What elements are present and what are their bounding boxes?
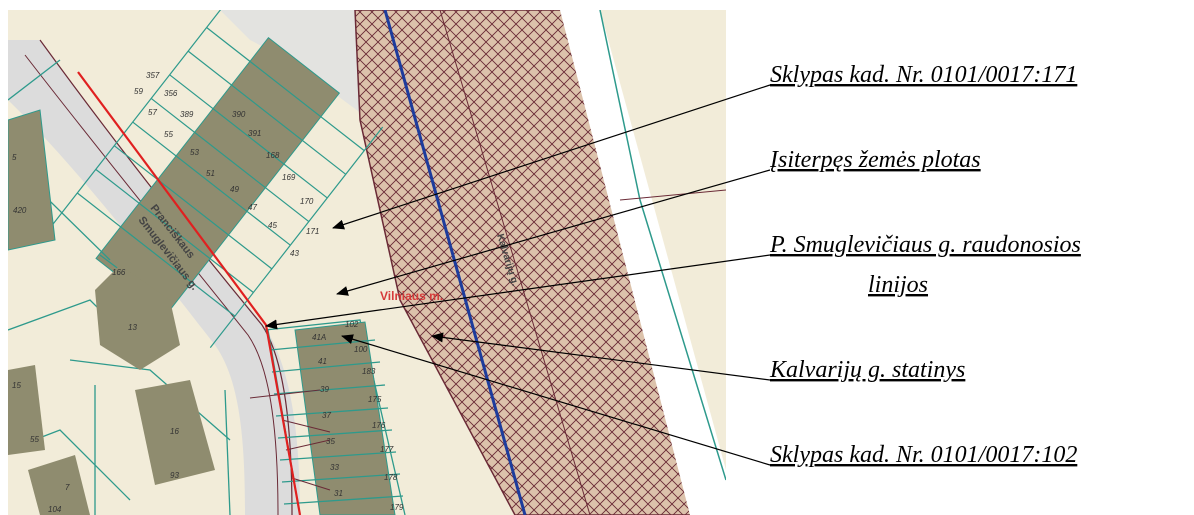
- map-label: 13: [128, 323, 137, 332]
- parcel-number-label: 169: [282, 173, 296, 182]
- building: [28, 455, 90, 515]
- callout-red-lines-2: linijos: [868, 272, 928, 298]
- arrow-interposed-area: [336, 169, 771, 296]
- map-label: 5: [12, 153, 17, 162]
- street-road: [8, 40, 300, 515]
- parcel-number-label: 390: [232, 110, 246, 119]
- parcel-number-label: 53: [190, 148, 199, 157]
- parcel-number-label: 183: [362, 367, 376, 376]
- parcel-number-label: 49: [230, 185, 239, 194]
- building: [95, 265, 180, 370]
- parcel-number-label: 179: [390, 503, 404, 512]
- parcel-number-label: 175: [368, 395, 382, 404]
- callout-interposed-area: Įsiterpęs žemės plotas: [769, 147, 981, 173]
- parcel-number-label: 37: [322, 411, 331, 420]
- lower-parcel-block: [249, 321, 404, 515]
- callout-kalvariju-structure: Kalvarijų g. statinys: [769, 357, 965, 383]
- arrow-red-lines: [265, 254, 771, 330]
- parcel-number-label: 178: [384, 473, 398, 482]
- map-label: 93: [170, 471, 179, 480]
- parcel-number-label: 57: [148, 108, 157, 117]
- upper-parcel-labels: 357 356 389 390 391 168 169 170 171 59 57 55 53 51 49 4…: [134, 71, 319, 258]
- parcel-number-label: 43: [290, 249, 299, 258]
- map-label: 16: [170, 427, 179, 436]
- parcel-number-label: 171: [306, 227, 319, 236]
- road-line: [39, 39, 293, 515]
- parcel-number-label: 35: [326, 437, 335, 446]
- parcel-number-label: 51: [206, 169, 215, 178]
- callout-parcel-102: Sklypas kad. Nr. 0101/0017:102: [770, 442, 1077, 468]
- parcel-number-label: 357: [146, 71, 160, 80]
- parcel-number-label: 170: [300, 197, 314, 206]
- parcel-boundary: [619, 189, 726, 201]
- parcel-number-label: 59: [134, 87, 143, 96]
- arrow-parcel-171: [332, 84, 771, 230]
- parcel-number-label: 102: [345, 320, 359, 329]
- parcel-number-label: 100: [354, 345, 368, 354]
- callout-parcel-171: Sklypas kad. Nr. 0101/0017:171: [770, 62, 1077, 88]
- city-label: Vilniaus m.: [380, 289, 443, 303]
- parcel-number-label: 41: [318, 357, 327, 366]
- callout-red-lines-1: P. Smuglevičiaus g. raudonosios: [769, 232, 1081, 258]
- map-label: 15: [12, 381, 21, 390]
- map-label: 166: [112, 268, 126, 277]
- kalvariju-structure-hatch: [354, 10, 721, 515]
- parcel-number-label: 39: [320, 385, 329, 394]
- parcel-number-label: 33: [330, 463, 339, 472]
- parcel-number-label: 55: [164, 130, 173, 139]
- parcel-number-label: 47: [248, 203, 257, 212]
- map-label: 104: [48, 505, 62, 514]
- other-labels: 420 166 13 16 93 55 7 104 5 15: [12, 153, 179, 514]
- arrow-kalvariju-structure: [431, 332, 771, 381]
- map-label: 420: [13, 206, 27, 215]
- parcel-number-label: 389: [180, 110, 194, 119]
- arrow-parcel-102: [341, 334, 771, 466]
- parcel-number-label: 168: [266, 151, 280, 160]
- building: [8, 365, 45, 455]
- lower-parcel-labels: 102 100 183 175 176 177 178 179 41A 41 39 37 35 33 31: [312, 320, 404, 512]
- building: [8, 109, 56, 251]
- parcel-number-label: 356: [164, 89, 178, 98]
- kalvariju-axis-line: [383, 10, 527, 515]
- parcel-number-label: 176: [372, 421, 386, 430]
- parcel-number-label: 45: [268, 221, 277, 230]
- kalvariju-road: [560, 10, 726, 515]
- callout-arrows: [265, 84, 771, 466]
- kalvariju-center-line: [439, 10, 591, 515]
- map-label: 55: [30, 435, 39, 444]
- map-label: 7: [65, 483, 70, 492]
- building: [135, 380, 215, 485]
- parcel-boundary: [599, 10, 726, 481]
- parcel-number-label: 31: [334, 489, 343, 498]
- parcel-number-label: 177: [380, 445, 394, 454]
- parcel-number-label: 391: [248, 129, 261, 138]
- parcel-number-label: 41A: [312, 333, 326, 342]
